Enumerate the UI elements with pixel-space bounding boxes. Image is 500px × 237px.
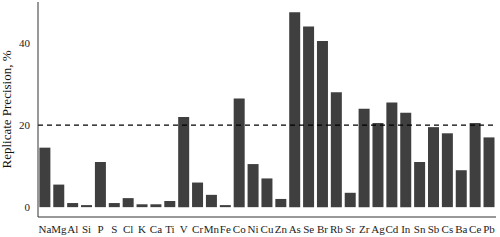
svg-text:Zn: Zn (275, 223, 288, 235)
svg-text:S: S (111, 223, 117, 235)
svg-text:Mg: Mg (51, 223, 67, 235)
svg-text:Ce: Ce (469, 223, 481, 235)
svg-text:Si: Si (82, 223, 91, 235)
svg-text:Replicate Precision, %: Replicate Precision, % (8, 50, 14, 168)
svg-text:40: 40 (19, 37, 31, 49)
svg-text:Rb: Rb (330, 223, 343, 235)
svg-text:20: 20 (19, 119, 31, 131)
svg-text:Br: Br (317, 223, 328, 235)
svg-text:Cl: Cl (123, 223, 133, 235)
svg-text:Al: Al (67, 223, 78, 235)
svg-text:Ca: Ca (150, 223, 162, 235)
svg-text:Cd: Cd (385, 223, 398, 235)
svg-text:As: As (289, 223, 301, 235)
svg-text:Cs: Cs (442, 223, 454, 235)
svg-text:Ag: Ag (371, 223, 385, 235)
svg-text:Cu: Cu (261, 223, 274, 235)
svg-text:Se: Se (303, 223, 314, 235)
svg-text:Pb: Pb (483, 223, 492, 235)
svg-text:Ni: Ni (248, 223, 259, 235)
svg-text:P: P (97, 223, 103, 235)
svg-text:Zr: Zr (359, 223, 370, 235)
svg-text:Ti: Ti (165, 223, 174, 235)
svg-text:Na: Na (39, 223, 52, 235)
svg-text:Cr: Cr (192, 223, 203, 235)
svg-text:Sr: Sr (345, 223, 355, 235)
svg-text:Fe: Fe (220, 223, 231, 235)
svg-text:Ba: Ba (455, 223, 467, 235)
svg-text:Sb: Sb (428, 223, 440, 235)
svg-text:0: 0 (25, 201, 31, 213)
svg-text:In: In (401, 223, 411, 235)
svg-text:V: V (180, 223, 188, 235)
svg-text:Sn: Sn (414, 223, 426, 235)
svg-text:Co: Co (233, 223, 246, 235)
svg-text:Mn: Mn (204, 223, 220, 235)
svg-text:K: K (138, 223, 146, 235)
